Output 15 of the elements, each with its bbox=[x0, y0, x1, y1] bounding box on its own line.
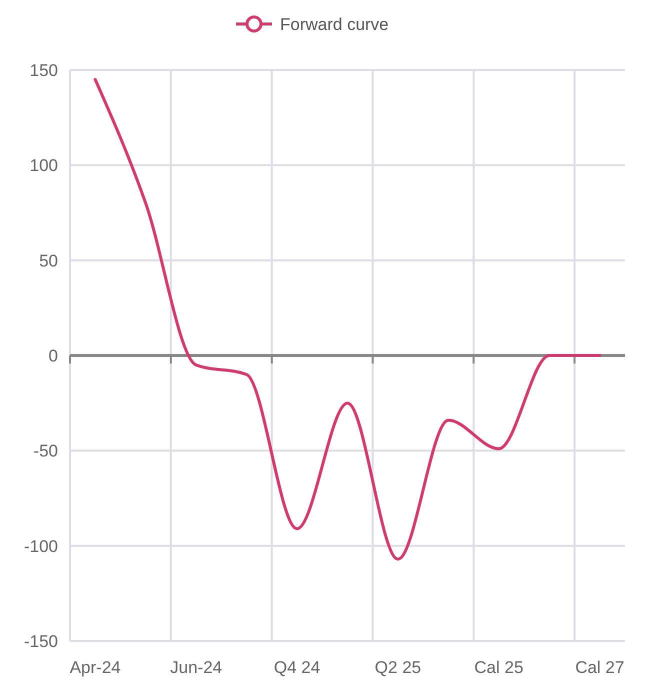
x-tick-label: Apr-24 bbox=[70, 658, 121, 677]
legend-label: Forward curve bbox=[280, 14, 389, 34]
line-series bbox=[94, 78, 602, 561]
x-tick-label: Cal 25 bbox=[474, 658, 524, 677]
x-tick-label: Cal 27 bbox=[575, 658, 624, 677]
x-tick-label: Jun-24 bbox=[170, 658, 222, 677]
y-tick-label: 100 bbox=[30, 156, 58, 176]
y-tick-label: 50 bbox=[39, 251, 58, 270]
y-tick-label: 150 bbox=[30, 60, 58, 80]
y-tick-label: -50 bbox=[33, 442, 58, 461]
x-tick-label: Q4 24 bbox=[274, 658, 320, 677]
y-tick-label: -100 bbox=[24, 536, 58, 556]
x-tick-label: Q2 25 bbox=[374, 658, 422, 677]
y-tick-label: -150 bbox=[24, 632, 58, 651]
y-tick-label: 0 bbox=[48, 346, 58, 366]
